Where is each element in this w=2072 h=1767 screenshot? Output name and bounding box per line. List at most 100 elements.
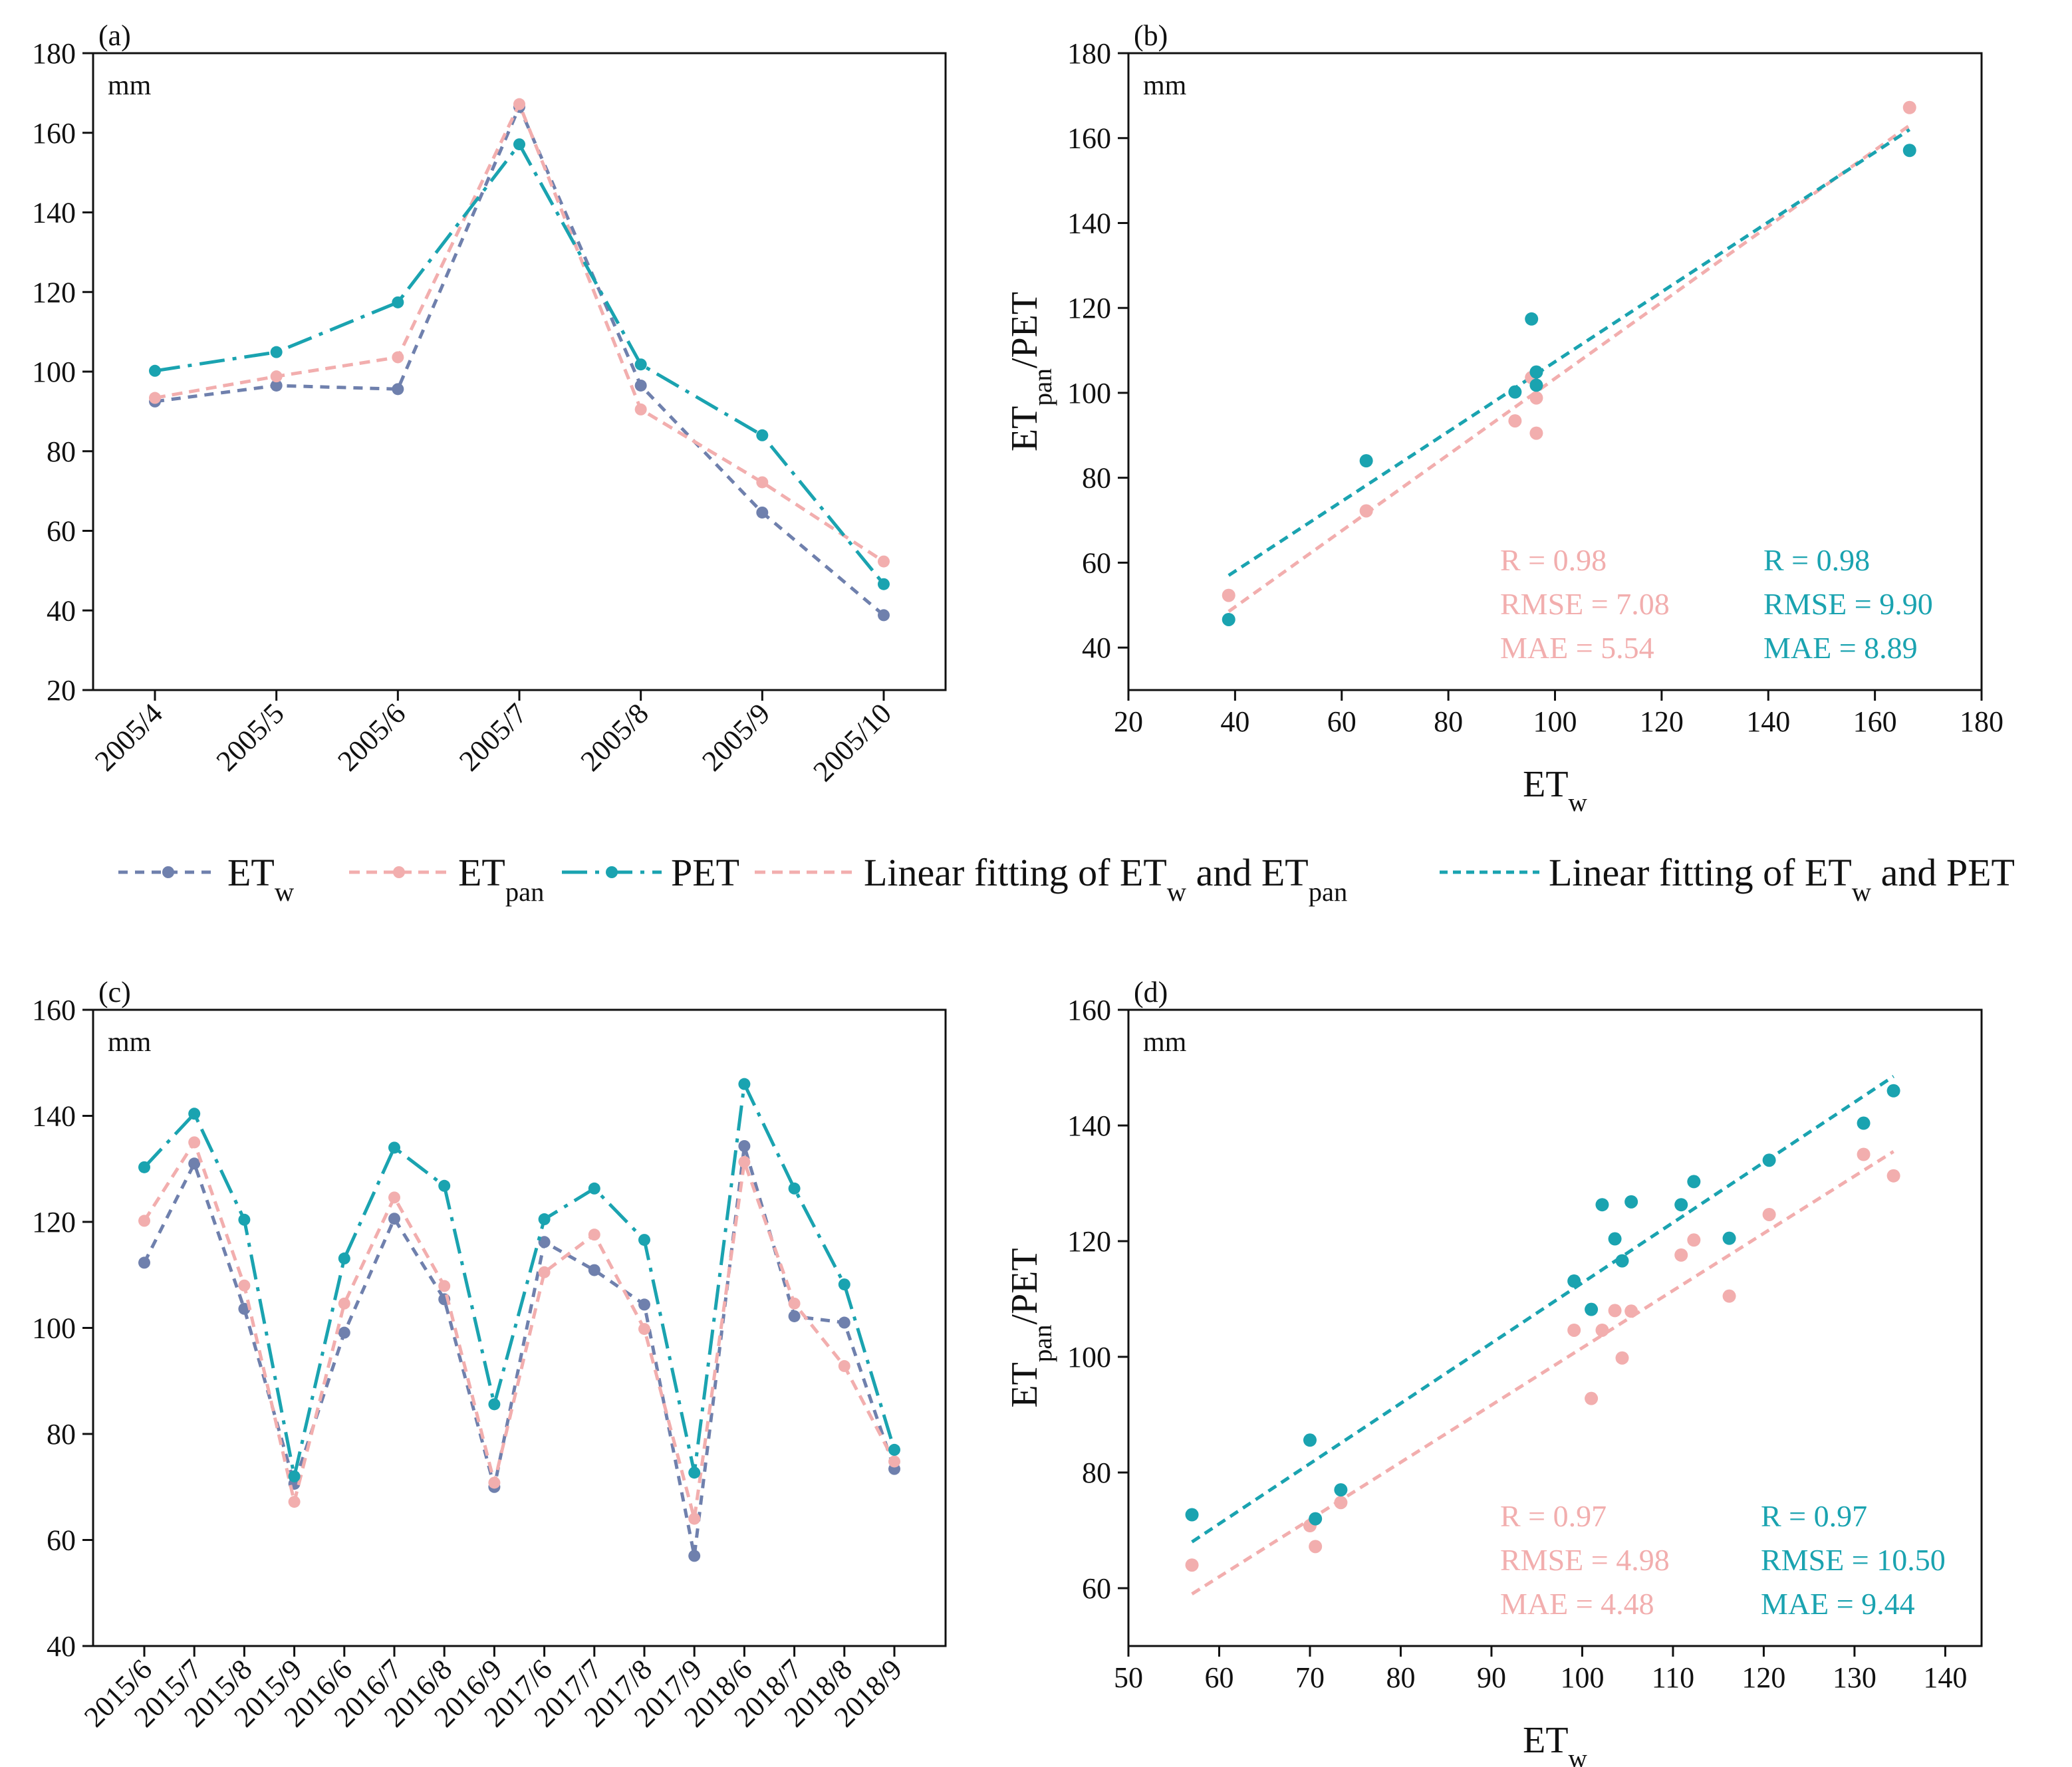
panel-c-point-PET bbox=[838, 1278, 850, 1291]
legend-marker-pet bbox=[606, 866, 618, 878]
panel-b-xtick-label: 20 bbox=[1114, 705, 1143, 738]
panel-b-point-PET bbox=[1359, 454, 1373, 468]
legend-label-pet: PET bbox=[671, 851, 739, 894]
panel-a-point-ETw bbox=[878, 609, 890, 622]
panel-a-panel-label: (a) bbox=[98, 19, 131, 52]
panel-d-stat-PET: MAE = 9.44 bbox=[1761, 1587, 1915, 1621]
panel-c-point-ETpan bbox=[538, 1266, 551, 1278]
panel-b-xtick-label: 100 bbox=[1533, 705, 1577, 738]
panel-d-point-PET bbox=[1857, 1116, 1871, 1130]
panel-c-ytick-label: 80 bbox=[47, 1418, 76, 1451]
panel-c-point-PET bbox=[238, 1213, 251, 1226]
panel-c-ytick-label: 60 bbox=[47, 1524, 76, 1557]
panel-d-plot-frame bbox=[1127, 1008, 1983, 1647]
panel-d-point-ETpan bbox=[1608, 1304, 1622, 1318]
panel-d-y-axis-title: ETpan/PET bbox=[1004, 1248, 1057, 1407]
panel-b-stat-PET: MAE = 8.89 bbox=[1763, 631, 1918, 665]
panel-b-xtick-label: 40 bbox=[1220, 705, 1249, 738]
panel-c-ytick-label: 160 bbox=[32, 994, 76, 1026]
panel-d-point-PET bbox=[1567, 1274, 1581, 1288]
panel-b-point-ETpan bbox=[1359, 504, 1373, 518]
panel-c-unit-label: mm bbox=[108, 1027, 152, 1058]
panel-d-point-ETpan bbox=[1762, 1207, 1776, 1221]
panel-c-ytick-label: 40 bbox=[47, 1630, 76, 1663]
panel-b: 40 60 80 100 120 140 160 180 20 40 60 80 100 120 140 16… bbox=[1004, 19, 2004, 817]
panel-a-line-ETpan bbox=[154, 100, 885, 563]
panel-d-ytick-label: 160 bbox=[1067, 994, 1111, 1026]
panel-d-point-PET bbox=[1595, 1198, 1609, 1212]
panel-a-ytick-label: 60 bbox=[47, 515, 76, 548]
panel-b-ytick-label: 120 bbox=[1067, 292, 1111, 324]
panel-b-ytick-label: 180 bbox=[1067, 37, 1111, 70]
panel-d-ytick-label: 100 bbox=[1067, 1341, 1111, 1373]
panel-c-point-ETw bbox=[738, 1139, 751, 1152]
panel-c-point-ETw bbox=[638, 1298, 650, 1311]
panel-c-point-ETpan bbox=[338, 1297, 350, 1310]
panel-d-point-PET bbox=[1624, 1195, 1638, 1209]
panel-d-stat-ETpan: MAE = 4.48 bbox=[1500, 1587, 1654, 1621]
panel-d-xtick-label: 80 bbox=[1386, 1661, 1415, 1694]
legend-label-fit-pet: Linear fitting of ETw and PET bbox=[1549, 851, 2015, 907]
panel-d-point-PET bbox=[1762, 1153, 1776, 1167]
panel-d-point-ETpan bbox=[1674, 1248, 1688, 1262]
panel-b-stat-PET: RMSE = 9.90 bbox=[1763, 587, 1933, 621]
panel-b-fit-line-ETpan bbox=[1228, 124, 1911, 613]
panel-c-point-PET bbox=[638, 1234, 650, 1246]
panel-c-point-PET bbox=[388, 1141, 400, 1154]
panel-d-point-PET bbox=[1185, 1508, 1199, 1522]
panel-d-point-ETpan bbox=[1615, 1351, 1629, 1365]
panel-c-point-ETw bbox=[138, 1256, 150, 1269]
panel-a-line-PET bbox=[154, 141, 885, 586]
panel-a-ytick-label: 120 bbox=[32, 276, 76, 308]
panel-d-point-ETpan bbox=[1309, 1540, 1323, 1554]
panel-c-point-ETw bbox=[588, 1264, 600, 1276]
panel-c-point-ETw bbox=[388, 1213, 400, 1225]
panel-b-fit-line-PET bbox=[1228, 128, 1911, 577]
panel-a-xtick-label: 2005/9 bbox=[696, 697, 776, 777]
panel-b-y-axis-title: ETpan/PET bbox=[1004, 292, 1057, 451]
panel-b-xtick-label: 140 bbox=[1746, 705, 1790, 738]
panel-c-point-ETpan bbox=[688, 1512, 701, 1525]
panel-c-point-PET bbox=[788, 1182, 801, 1195]
panel-b-ytick-label: 140 bbox=[1067, 207, 1111, 239]
panel-c-point-ETw bbox=[338, 1326, 350, 1339]
panel-b-xtick-label: 60 bbox=[1327, 705, 1357, 738]
panel-b-stat-ETpan: MAE = 5.54 bbox=[1500, 631, 1654, 665]
panel-c-ytick-label: 100 bbox=[32, 1312, 76, 1345]
panel-c-point-ETpan bbox=[638, 1323, 650, 1336]
panel-a-point-PET bbox=[756, 429, 769, 441]
panel-c-point-ETw bbox=[238, 1302, 251, 1315]
panel-d-panel-label: (d) bbox=[1134, 976, 1168, 1008]
panel-c-point-PET bbox=[738, 1078, 751, 1090]
panel-d-point-ETpan bbox=[1334, 1496, 1348, 1510]
panel-d-ytick-label: 120 bbox=[1067, 1225, 1111, 1258]
panel-a-point-PET bbox=[634, 358, 647, 371]
panel-c-point-PET bbox=[288, 1470, 301, 1482]
panel-c-point-PET bbox=[488, 1398, 501, 1411]
panel-b-point-ETpan bbox=[1902, 100, 1916, 114]
panel-a: 20 40 60 80 100 120 140 160 180 2005/4 2005/5 2005/… bbox=[32, 19, 947, 788]
panel-d-point-PET bbox=[1722, 1231, 1736, 1245]
panel-d-xtick-label: 70 bbox=[1295, 1661, 1325, 1694]
legend-label-fit-pan: Linear fitting of ETw and ETpan bbox=[864, 851, 1347, 907]
panel-c-point-ETw bbox=[688, 1550, 701, 1562]
panel-d-xtick-label: 50 bbox=[1114, 1661, 1143, 1694]
panel-d-point-PET bbox=[1886, 1084, 1900, 1098]
panel-a-point-ETpan bbox=[392, 351, 404, 364]
panel-c-point-ETw bbox=[788, 1310, 801, 1322]
panel-d-point-ETpan bbox=[1585, 1391, 1599, 1405]
panel-c-ytick-label: 120 bbox=[32, 1206, 76, 1238]
panel-d-ytick-label: 60 bbox=[1082, 1572, 1111, 1605]
panel-d-x-axis-title: ETw bbox=[1523, 1720, 1587, 1767]
panel-d-xtick-label: 120 bbox=[1742, 1661, 1785, 1694]
panel-d-ytick-label: 80 bbox=[1082, 1457, 1111, 1489]
panel-b-ytick-label: 40 bbox=[1082, 632, 1111, 664]
panel-b-xtick-label: 180 bbox=[1960, 705, 2004, 738]
panel-a-ytick-label: 160 bbox=[32, 117, 76, 150]
panel-d-fit-line-PET bbox=[1191, 1074, 1894, 1544]
panel-a-xtick-label: 2005/8 bbox=[575, 697, 655, 777]
panel-b-stat-ETpan: R = 0.98 bbox=[1500, 543, 1607, 577]
panel-a-point-ETpan bbox=[756, 476, 769, 489]
legend-marker-etpan bbox=[393, 866, 405, 878]
panel-c-point-ETpan bbox=[138, 1215, 150, 1227]
